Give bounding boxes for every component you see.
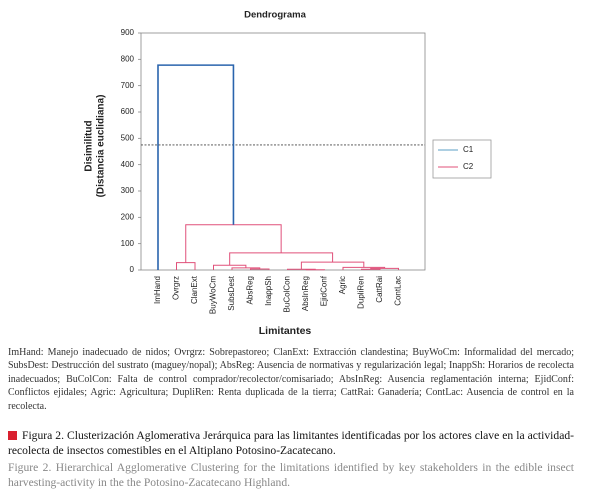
caption-marker [8,431,17,440]
leaf-label: EjidConf [320,275,329,306]
leaf-label: ImHand [153,276,162,304]
leaf-label: AbsInReg [301,276,310,311]
dendrogram-link [157,64,235,270]
abbreviations: ImHand: Manejo inadecuado de nidos; Ovrg… [8,347,574,412]
y-tick-label: 800 [121,54,135,63]
leaf-label: SubsDest [227,275,236,310]
y-tick-label: 900 [121,28,135,37]
leaf-label: ClanExt [190,275,199,304]
y-tick-label: 600 [121,107,135,116]
leaf-label: AbsReg [246,276,255,304]
leaf-label: Agric [338,276,347,294]
legend [432,139,492,179]
dendrogram-link [300,261,365,270]
plot-frame [140,32,426,271]
y-tick-label: 500 [121,133,135,142]
chart-title: Dendrograma [244,10,306,21]
y-tick-label: 0 [130,265,135,274]
leaf-label: ContLac [394,276,403,306]
x-axis-label: Limitantes [259,325,312,337]
dendrogram-link [185,224,282,263]
leaf-label: BuColCon [283,276,292,312]
leaf-label: Ovrgrz [172,276,181,300]
y-axis-label: (Distancia euclidiana) [96,95,107,198]
leaf-label: BuyWoCm [209,276,218,314]
y-tick-label: 300 [121,186,135,195]
dendrogram-link [176,262,196,270]
caption-english: Figure 2. Hierarchical Agglomerative Clu… [8,461,574,489]
legend-label: C2 [463,162,474,171]
y-tick-label: 400 [121,160,135,169]
chart: Dendrograma Disimilitud (Distancia eucli… [84,10,492,337]
leaf-label: InappSh [264,276,273,306]
legend-label: C1 [463,145,474,154]
y-tick-label: 200 [121,212,135,221]
leaf-label: DupliRen [357,276,366,309]
leaf-label: CattRai [375,276,384,303]
caption-spanish: Figura 2. Clusterización Aglomerativa Je… [8,429,574,457]
dendrogram-link [250,268,270,270]
y-axis-label: Disimilitud [84,120,95,171]
dendrogram-link [229,252,334,266]
y-tick-label: 100 [121,239,135,248]
dendrogram-link [342,266,386,270]
y-tick-label: 700 [121,81,135,90]
